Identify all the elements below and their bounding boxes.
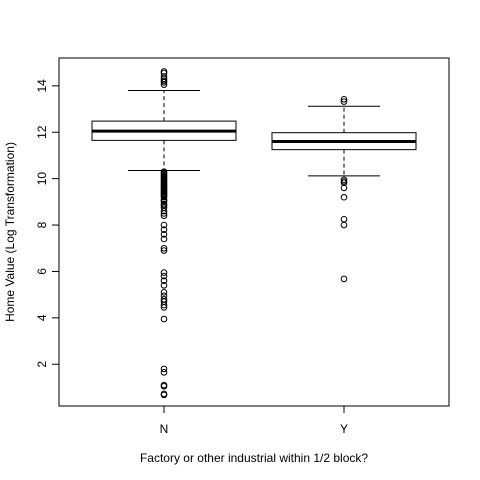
outlier-point [160,289,168,296]
x-tick-label: Y [340,422,348,436]
outlier-point [160,244,168,252]
plot-frame [58,57,450,407]
outlier-point [160,212,168,220]
outlier-point [160,369,168,376]
outlier-point [160,247,168,254]
outlier-point [160,226,168,233]
outlier-point [160,235,168,243]
y-tick-label: 2 [35,361,49,368]
outlier-point [340,221,348,229]
y-tick-label: 10 [35,172,49,186]
outlier-point [160,272,168,280]
outlier-point [160,207,168,215]
outlier-point [160,79,168,86]
x-tick-label: N [160,422,169,436]
outlier-point [160,210,168,217]
outlier-point [160,301,168,309]
outlier-point [340,95,348,103]
outlier-point [340,275,348,283]
outlier-point [340,215,348,223]
outlier-point [340,193,348,201]
outlier-point [340,98,348,105]
x-axis-title: Factory or other industrial within 1/2 b… [140,451,368,465]
outlier-point [160,231,168,238]
outlier-point [160,81,168,88]
outlier-point [160,365,168,373]
outlier-point [340,184,348,192]
outlier-point [160,269,168,276]
y-tick-label: 4 [35,314,49,321]
y-tick-label: 14 [35,79,49,93]
outlier-point [160,221,168,229]
y-tick-label: 8 [35,221,49,228]
y-tick-label: 6 [35,268,49,275]
outlier-point [160,382,168,390]
outlier-point [160,282,168,289]
outlier-point [160,193,168,201]
outlier-point [160,277,168,285]
outlier-point [160,391,168,399]
y-tick-label: 12 [35,125,49,139]
outlier-point [160,315,168,323]
outlier-point [160,304,168,311]
y-axis-title: Home Value (Log Transformation) [3,142,17,322]
